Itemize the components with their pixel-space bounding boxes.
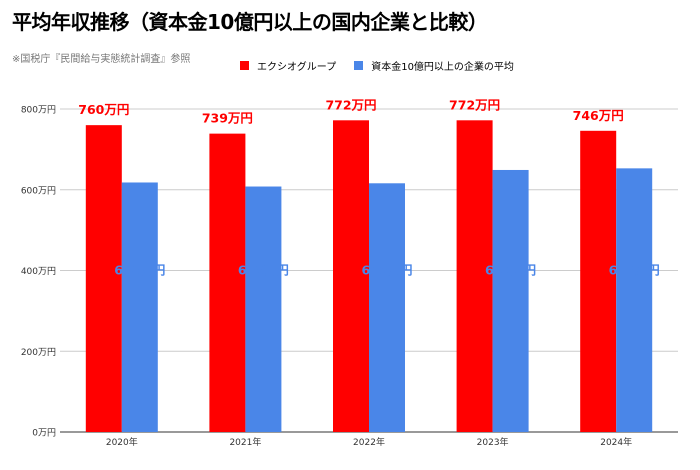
bar-series-1 bbox=[580, 130, 617, 433]
y-tick-label: 0万円 bbox=[32, 428, 56, 439]
bar-series-2 bbox=[492, 169, 529, 432]
x-tick-label: 2020年 bbox=[106, 436, 138, 448]
bar-series-2 bbox=[369, 183, 405, 432]
data-label-series-1: 760万円 bbox=[78, 102, 129, 117]
data-label-series-1: 739万円 bbox=[202, 111, 253, 126]
data-label-series-1: 746万円 bbox=[573, 108, 624, 123]
bar-series-2 bbox=[616, 168, 653, 432]
data-label-series-1: 772万円 bbox=[325, 97, 376, 112]
chart-source-note: ※国税庁『民間給与実態統計調査』参照 bbox=[12, 54, 191, 65]
data-label-series-2: 618万円 bbox=[114, 263, 165, 278]
bar-series-2 bbox=[121, 182, 158, 432]
x-tick-label: 2023年 bbox=[477, 436, 509, 448]
bar-series-1 bbox=[456, 120, 493, 433]
legend-swatch-series-1 bbox=[240, 61, 249, 70]
legend-swatch-series-2 bbox=[354, 61, 364, 70]
bar-series-1 bbox=[209, 133, 246, 432]
x-tick-label: 2021年 bbox=[229, 436, 261, 448]
legend-item-series-1: エクシオグループ bbox=[240, 58, 336, 73]
data-label-series-2: 649万円 bbox=[485, 263, 536, 278]
x-tick-label: 2022年 bbox=[353, 436, 385, 448]
data-label-series-2: 653万円 bbox=[609, 263, 660, 278]
legend-label-series-2: 資本金10億円以上の企業の平均 bbox=[371, 62, 514, 73]
data-label-series-2: 616万円 bbox=[361, 263, 412, 278]
y-tick-label: 600万円 bbox=[21, 185, 56, 196]
bar-series-2 bbox=[245, 186, 282, 432]
y-tick-label: 800万円 bbox=[21, 105, 56, 116]
legend-label-series-1: エクシオグループ bbox=[257, 62, 337, 73]
chart-title: 平均年収推移（資本金10億円以上の国内企業と比較） bbox=[12, 10, 488, 34]
data-label-series-1: 772万円 bbox=[449, 97, 500, 112]
x-tick-label: 2024年 bbox=[600, 436, 632, 448]
y-tick-label: 400万円 bbox=[21, 266, 56, 277]
chart-legend: エクシオグループ 資本金10億円以上の企業の平均 bbox=[240, 58, 532, 73]
bar-series-1 bbox=[333, 120, 369, 433]
data-label-series-2: 608万円 bbox=[238, 263, 289, 278]
legend-item-series-2: 資本金10億円以上の企業の平均 bbox=[354, 58, 514, 73]
bar-series-1 bbox=[85, 125, 122, 433]
y-tick-label: 200万円 bbox=[21, 347, 56, 358]
